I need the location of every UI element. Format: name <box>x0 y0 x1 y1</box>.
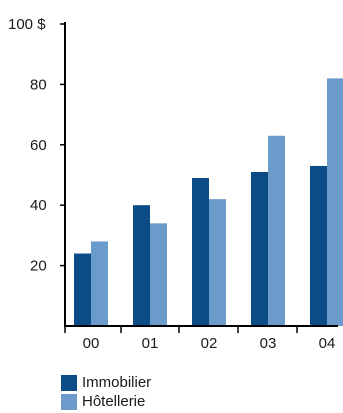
y-tick-label-60: 60 <box>30 137 47 154</box>
bar-htellerie-00 <box>91 241 108 326</box>
y-tick-label-100: 100 $ <box>8 16 46 33</box>
y-tick-label-40: 40 <box>30 197 47 214</box>
x-ticks-group: 00 01 02 03 04 <box>64 326 336 352</box>
legend-item-immobilier: Immobilier <box>61 373 151 392</box>
x-tick-label-00: 00 <box>83 335 100 352</box>
y-tick-label-80: 80 <box>30 76 47 93</box>
bar-chart: 20 40 60 80 100 $ 00 01 02 03 04 <box>8 16 343 352</box>
x-tick-label-02: 02 <box>201 335 218 352</box>
legend: Immobilier Hôtellerie <box>61 373 151 411</box>
bar-htellerie-02 <box>209 199 226 326</box>
bar-immobilier-02 <box>192 178 209 326</box>
bar-htellerie-04 <box>327 78 343 326</box>
legend-item-hotellerie: Hôtellerie <box>61 392 151 411</box>
axes-group <box>64 22 338 327</box>
bar-htellerie-03 <box>268 135 285 326</box>
bar-immobilier-03 <box>251 171 268 326</box>
y-tick-label-20: 20 <box>30 258 47 275</box>
y-ticks-group: 20 40 60 80 100 $ <box>8 16 65 275</box>
bar-immobilier-04 <box>310 165 327 326</box>
bar-htellerie-01 <box>150 223 167 326</box>
x-tick-label-01: 01 <box>142 335 159 352</box>
legend-swatch-immobilier <box>61 374 77 391</box>
bar-immobilier-01 <box>133 205 150 326</box>
legend-label-hotellerie: Hôtellerie <box>82 392 146 410</box>
x-tick-label-03: 03 <box>260 335 277 352</box>
legend-label-immobilier: Immobilier <box>82 373 152 391</box>
legend-swatch-hotellerie <box>61 393 77 410</box>
x-tick-label-04: 04 <box>319 335 336 352</box>
bar-immobilier-00 <box>74 253 91 326</box>
bars-group <box>74 78 343 326</box>
